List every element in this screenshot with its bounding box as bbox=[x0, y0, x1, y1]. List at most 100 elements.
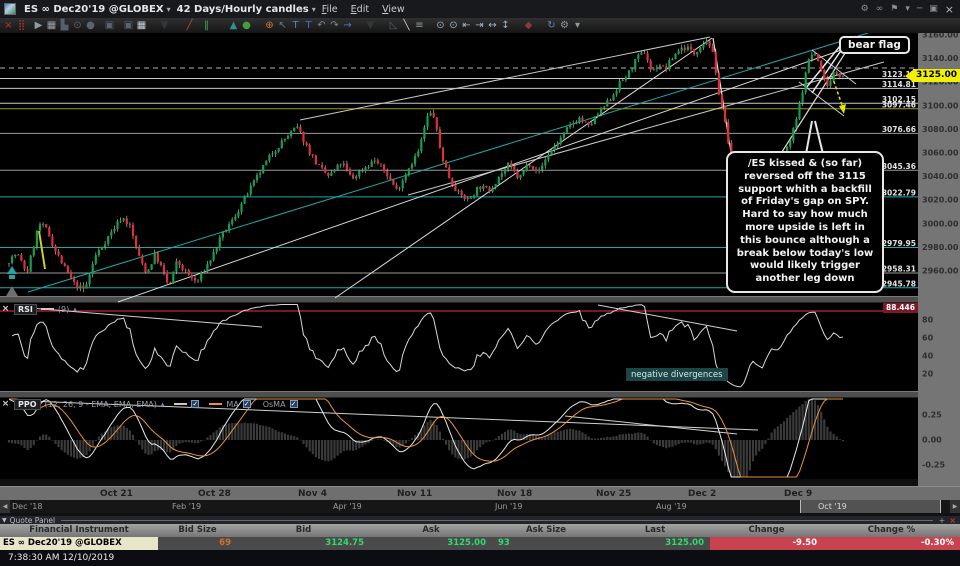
annotate-pencil-icon[interactable]: ╱ bbox=[186, 20, 193, 31]
rsi-axis-tick: 80 bbox=[922, 316, 934, 325]
trendline-tool-icon[interactable]: ╲ bbox=[403, 20, 410, 31]
ppo-pointer-icon[interactable]: ▴ bbox=[160, 400, 165, 408]
quote-col-header[interactable]: Ask Size bbox=[526, 525, 566, 535]
layout-grid-icon[interactable]: ▦ bbox=[136, 20, 147, 31]
price-axis-tick: 3000.00 bbox=[922, 219, 959, 228]
text-tool-icon[interactable]: T bbox=[292, 20, 299, 31]
quote-last[interactable]: 3125.00 bbox=[665, 538, 704, 548]
gallery-icon[interactable]: ▣ bbox=[123, 20, 134, 31]
ruler-icon[interactable]: ◺ bbox=[389, 20, 398, 31]
ppo-osma-checkbox[interactable]: ✓ bbox=[289, 400, 298, 408]
quote-data-row[interactable]: ES ∞ Dec20'19 @GLOBEX 69 3124.75 3125.00 93 3… bbox=[0, 537, 960, 550]
grid-view-icon[interactable]: ▦ bbox=[46, 20, 57, 31]
quote-col-header[interactable]: Last bbox=[644, 525, 666, 535]
ppo-ma-checkbox[interactable]: ✓ bbox=[242, 400, 251, 408]
menu-file[interactable]: File bbox=[321, 3, 338, 15]
quote-ask-size[interactable]: 93 bbox=[498, 538, 510, 548]
date-axis-label: Dec 9 bbox=[784, 489, 813, 499]
pin-caret-icon[interactable]: ▾ bbox=[905, 4, 910, 14]
minimize-button[interactable]: ─ bbox=[916, 4, 923, 14]
cursor-icon[interactable]: ↖ bbox=[278, 20, 287, 31]
link-windows-icon[interactable]: ∞ bbox=[875, 4, 884, 14]
quote-col-header[interactable]: Bid Size bbox=[178, 525, 217, 535]
ppo-line-checkbox[interactable]: ✓ bbox=[191, 400, 200, 408]
bear-flag-annotation[interactable]: bear flag bbox=[839, 36, 910, 54]
quote-bid-size[interactable]: 69 bbox=[219, 538, 231, 548]
rsi-close-icon[interactable]: × bbox=[1, 304, 10, 314]
quote-change[interactable]: -9.50 bbox=[710, 537, 823, 550]
fit-width-icon[interactable]: ↔ bbox=[488, 20, 497, 31]
settings-wrench-icon[interactable]: ⚙ bbox=[560, 20, 569, 31]
sphere-tool-icon[interactable]: ● bbox=[242, 20, 251, 31]
fit-height-icon[interactable]: ↕ bbox=[501, 20, 510, 31]
close-button[interactable]: × bbox=[944, 2, 954, 16]
zoom-in-icon[interactable]: ⊙ bbox=[436, 20, 445, 31]
quote-panel-close-icon[interactable]: × bbox=[949, 515, 956, 525]
image-tool-icon[interactable]: ▣ bbox=[104, 20, 115, 31]
settings-gear-icon[interactable]: ⚙ bbox=[860, 4, 869, 14]
dropdown-caret-icon[interactable]: ▼ bbox=[160, 20, 169, 31]
rsi-params: (9) bbox=[57, 304, 70, 314]
delete-drawing-icon[interactable]: × bbox=[4, 20, 13, 31]
pan-left-icon[interactable]: ⇤ bbox=[462, 20, 471, 31]
up-arrow-marker-icon[interactable] bbox=[7, 266, 17, 274]
undo-icon[interactable]: ↶ bbox=[317, 20, 326, 31]
menu-edit[interactable]: Edit bbox=[350, 3, 370, 15]
magnify-tool-icon[interactable]: ⊙ bbox=[73, 20, 82, 31]
negative-divergences-annotation[interactable]: negative divergences bbox=[626, 368, 728, 381]
quote-panel-tool-icon[interactable]: + bbox=[938, 515, 946, 525]
snap-grid-icon[interactable]: ⣿ bbox=[17, 20, 26, 31]
menu-view[interactable]: View bbox=[382, 3, 405, 15]
quote-change-pct[interactable]: -0.30% bbox=[823, 537, 960, 550]
alert-icon[interactable]: ◆ bbox=[524, 20, 533, 31]
quote-col-header[interactable]: Change bbox=[748, 525, 785, 535]
triangle-tool-icon[interactable]: ▲ bbox=[229, 20, 238, 31]
rsi-label[interactable]: RSI bbox=[14, 303, 37, 315]
quote-panel-collapse-icon[interactable]: ▼ bbox=[2, 516, 7, 524]
quote-col-header[interactable]: Ask bbox=[422, 525, 440, 535]
quote-col-header[interactable]: Bid bbox=[295, 525, 312, 535]
text-note-icon[interactable]: T bbox=[305, 20, 312, 31]
pan-right-icon[interactable]: ⇥ bbox=[475, 20, 484, 31]
scroll-left-button[interactable]: ◀ bbox=[0, 500, 10, 513]
price-level-label: 2945.78 bbox=[882, 279, 916, 288]
quote-col-header[interactable]: Change % bbox=[867, 525, 916, 535]
maximize-button[interactable]: ▣ bbox=[929, 4, 938, 14]
ppo-close-icon[interactable]: × bbox=[1, 399, 10, 409]
status-datetime: 7:38:30 AM 12/10/2019 bbox=[8, 553, 115, 563]
volume-tool-icon[interactable]: ▙ bbox=[60, 20, 69, 31]
instrument-caret-icon[interactable]: ▾ bbox=[166, 4, 171, 14]
redo-icon[interactable]: ↷ bbox=[330, 20, 339, 31]
timeline-label: Feb '19 bbox=[172, 502, 202, 511]
timeframe-caret-icon[interactable]: ▾ bbox=[311, 4, 316, 14]
tools-caret-icon[interactable]: ▾ bbox=[574, 20, 581, 31]
pin-icon[interactable]: ⚑ bbox=[890, 4, 899, 14]
title-timeframe[interactable]: 42 Days/Hourly candles bbox=[176, 3, 309, 15]
timeline-thumb[interactable] bbox=[800, 500, 941, 513]
date-axis-label: Oct 21 bbox=[100, 489, 133, 499]
ppo-line bbox=[8, 398, 843, 478]
timeline-scrollbar[interactable]: ◀ ▶ Dec '18 Feb '19 Apr '19 Jun '19 Aug '19 O… bbox=[0, 500, 960, 513]
quote-ask[interactable]: 3125.00 bbox=[447, 538, 486, 548]
analysis-note-annotation[interactable]: /ES kissed & (so far) reversed off the 3… bbox=[726, 151, 884, 293]
rsi-pointer-icon[interactable]: ▴ bbox=[73, 305, 77, 313]
candlestick-style-icon[interactable]: ‖ bbox=[204, 20, 209, 31]
quote-bid[interactable]: 3124.75 bbox=[325, 538, 364, 548]
refresh-icon[interactable]: ↻ bbox=[547, 20, 556, 31]
price-level-label: 3102.15 bbox=[882, 95, 916, 104]
title-instrument[interactable]: ES ∞ Dec20'19 @GLOBEX bbox=[24, 3, 164, 15]
fib-tool-icon[interactable]: ≡ bbox=[415, 20, 424, 31]
dropdown-caret2-icon[interactable]: ▼ bbox=[366, 20, 375, 31]
scroll-right-button[interactable]: ▶ bbox=[950, 500, 960, 513]
price-level-label: 3123.17 bbox=[882, 70, 916, 79]
quote-instrument[interactable]: ES ∞ Dec20'19 @GLOBEX bbox=[0, 537, 158, 550]
pointer-tool-icon[interactable]: ▶ bbox=[34, 20, 43, 31]
ppo-ma-line bbox=[9, 398, 843, 478]
ppo-label[interactable]: PPO bbox=[14, 398, 41, 410]
crosshair-icon[interactable]: ⊕ bbox=[265, 20, 274, 31]
triangle-marker-icon[interactable] bbox=[6, 286, 18, 296]
ellipse-tool-icon[interactable]: ● bbox=[86, 20, 95, 31]
forward-arrow-icon[interactable]: → bbox=[343, 20, 352, 31]
quote-col-header[interactable]: Financial Instrument bbox=[29, 525, 129, 535]
zoom-out-icon[interactable]: ⊙ bbox=[449, 20, 458, 31]
